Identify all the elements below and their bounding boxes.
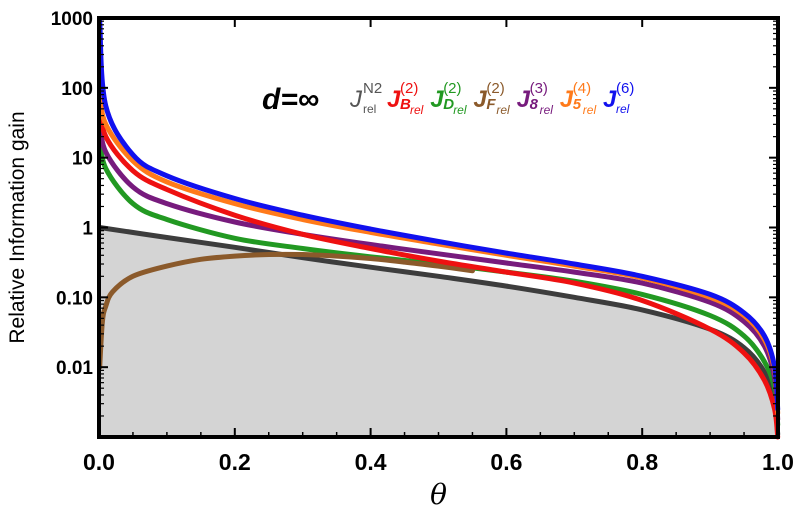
legend-sub-letter: F [486,96,496,113]
x-tick-label: 0.8 [626,449,658,475]
y-tick-label: 100 [61,79,93,100]
legend-entry-F2: J (2)F rel [473,80,510,117]
y-tick-label: 1000 [51,9,93,30]
legend-sup: (2) [400,80,418,97]
legend-entry-B2: J (2)B rel [387,80,424,117]
x-tick-label: 1.0 [762,449,794,475]
legend-symbol: J [349,86,363,113]
legend-sup: (2) [486,80,504,97]
y-tick-label: 1 [82,219,93,240]
legend-sub: rel [363,102,376,116]
series-line-83 [97,117,781,422]
legend-sup: (3) [530,80,548,97]
legend-sub: rel [410,103,424,117]
y-tick-label: 0.10 [56,288,93,309]
legend-sup: (6) [616,80,634,97]
series-line-n2 [97,225,781,437]
x-axis-label: θ [430,478,447,511]
legend-sub-letter: B [400,96,411,113]
legend-sub: rel [616,102,630,116]
series-line-6 [97,18,781,412]
legend-sub-letter: 8 [530,96,539,113]
legend-sub-letter: D [443,96,454,113]
shaded-area-layer [99,227,778,437]
plot-frame [97,16,780,439]
y-tick-label: 0.01 [56,358,93,379]
legend-sup: (2) [443,80,461,97]
legend-symbol: J [517,86,531,113]
series-layer [97,18,781,440]
tick-label-layer: 0.0 0.2 0.4 0.6 0.8 1.0 1000 100 10 1 0.10 0.01 [51,9,794,475]
series-line-B2 [97,100,781,440]
legend-symbol: J [603,86,617,113]
legend-sub: rel [540,103,554,117]
x-tick-label: 0.2 [219,449,251,475]
y-tick-label: 10 [72,149,93,170]
x-tick-label: 0.4 [355,449,387,475]
legend-entry-83: J (3)8 rel [517,80,554,117]
y-axis-label: Relative Information gain [6,111,29,343]
legend-symbol: J [430,86,444,113]
legend-entry-n2: J N2 rel [349,80,382,116]
legend-symbol: J [387,86,401,113]
legend-symbol: J [560,86,574,113]
legend-sub-letter: 5 [573,96,582,113]
series-line-F2 [97,251,475,370]
shaded-region-n2 [99,227,778,437]
legend-entry-D2: J (2)D rel [430,80,467,117]
legend-sup: N2 [363,80,382,97]
legend-sub: rel [496,103,510,117]
x-tick-label: 0.6 [490,449,522,475]
legend-sub: rel [453,103,467,117]
legend-sub: rel [583,103,597,117]
legend-entry-6: J (6) rel [603,80,634,116]
legend-symbol: J [473,86,487,113]
legend-entry-54: J (4)5 rel [560,80,597,117]
x-tick-label: 0.0 [83,449,115,475]
legend-sup: (4) [573,80,591,97]
d-infinity-annotation: d=∞ [262,83,319,116]
